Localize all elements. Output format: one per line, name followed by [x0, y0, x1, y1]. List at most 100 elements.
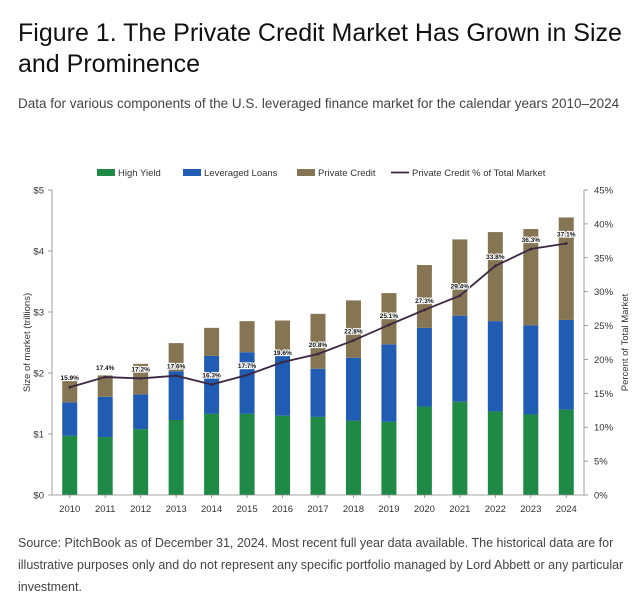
bar-private-credit-2019: [381, 293, 397, 345]
x-tick-label: 2019: [378, 504, 399, 515]
line-point-2018: [352, 339, 355, 342]
legend-label-3: Private Credit: [318, 168, 376, 179]
data-label-2018: 22.8%: [344, 328, 363, 335]
x-tick-label: 2023: [520, 504, 541, 515]
y-tick-label: $2: [33, 369, 44, 380]
y2-tick-label: 30%: [594, 287, 614, 298]
bar-high-yield-2024: [558, 409, 574, 495]
chart: High Yield Leveraged Loans Private Credit P…: [22, 168, 631, 515]
y2-tick-label: 25%: [594, 321, 614, 332]
x-tick-label: 2012: [130, 504, 151, 515]
bar-leveraged-loans-2021: [452, 315, 468, 402]
bar-leveraged-loans-2020: [416, 327, 432, 407]
x-tick-label: 2014: [201, 504, 222, 515]
bar-leveraged-loans-2018: [345, 357, 361, 421]
data-label-2016: 19.6%: [273, 350, 292, 357]
x-tick-label: 2022: [485, 504, 506, 515]
bar-private-credit-2015: [239, 321, 255, 353]
legend-label-1: High Yield: [118, 168, 161, 179]
line-point-2015: [245, 373, 249, 377]
bar-private-credit-2010: [62, 376, 78, 403]
line-point-2014: [210, 383, 214, 386]
x-tick-label: 2020: [414, 504, 435, 515]
bar-high-yield-2013: [168, 419, 184, 495]
bar-private-credit-2024: [558, 217, 574, 320]
bar-high-yield-2023: [523, 414, 539, 495]
line-point-2023: [529, 247, 533, 251]
line-point-2022: [493, 264, 497, 268]
legend-label-line: Private Credit % of Total Market: [412, 168, 546, 179]
x-tick-label: 2018: [343, 504, 364, 515]
bar-private-credit-2023: [523, 229, 539, 326]
data-label-2024: 37.1%: [557, 232, 576, 239]
x-tick-label: 2011: [95, 504, 115, 515]
x-tick-label: 2017: [307, 504, 328, 515]
line-point-2012: [139, 377, 143, 380]
data-label-2023: 36.3%: [522, 237, 541, 244]
y2-axis-label: Percent of Total Market: [620, 293, 631, 391]
y-axis-label: Size of market (trillions): [22, 293, 33, 392]
line-point-2019: [387, 323, 391, 327]
line-point-2010: [68, 385, 72, 389]
y-tick-label: $3: [33, 308, 44, 319]
bar-high-yield-2018: [345, 420, 361, 495]
bar-high-yield-2016: [275, 415, 291, 495]
x-axis: 2010 2011 2012 2013 2014 2015 2016 2017 2018 2019…: [52, 494, 584, 515]
bar-high-yield-2011: [97, 437, 113, 495]
line-point-2016: [281, 360, 284, 364]
y-tick-label: $0: [33, 491, 44, 502]
source-note: Source: PitchBook as of December 31, 202…: [18, 536, 624, 594]
line-point-2017: [316, 352, 320, 356]
bar-leveraged-loans-2016: [275, 355, 291, 416]
bar-high-yield-2022: [487, 411, 503, 495]
data-label-2015: 17.7%: [238, 363, 257, 370]
y2-tick-label: 0%: [594, 491, 608, 502]
line-point-2013: [174, 374, 178, 378]
y2-tick-label: 5%: [594, 457, 608, 468]
data-label-2017: 20.8%: [309, 342, 328, 349]
legend: High Yield Leveraged Loans Private Credit P…: [97, 168, 546, 179]
y-axis-right: 0% 5% 10% 15% 20% 25% 30% 35% 40% 45% Percent of T…: [583, 186, 631, 502]
line-layer: 15.9% 17.4% 17.2% 17.6% 16.3% 17.7% 19.6% 20.8%…: [59, 230, 577, 389]
bar-high-yield-2019: [381, 421, 397, 495]
legend-label-2: Leveraged Loans: [204, 168, 278, 179]
legend-swatch-3: [297, 169, 315, 176]
data-label-2019: 25.1%: [380, 313, 399, 320]
bar-leveraged-loans-2010: [62, 402, 78, 436]
bar-high-yield-2012: [133, 429, 149, 495]
y-tick-label: $5: [33, 186, 44, 197]
bar-leveraged-loans-2017: [310, 368, 326, 417]
line-point-2020: [423, 308, 426, 312]
bars: [62, 217, 574, 495]
bar-leveraged-loans-2019: [381, 344, 397, 422]
data-label-2020: 27.3%: [415, 298, 434, 305]
chart-subtitle: Data for various components of the U.S. …: [18, 96, 620, 111]
bar-high-yield-2015: [239, 413, 255, 495]
y-tick-label: $4: [33, 247, 44, 258]
bar-private-credit-2013: [168, 343, 184, 372]
line-point-2011: [103, 375, 107, 379]
bar-private-credit-2021: [452, 239, 468, 316]
line-point-2024: [564, 242, 568, 245]
chart-title: Figure 1. The Private Credit Market Has …: [18, 19, 622, 78]
bar-leveraged-loans-2012: [133, 394, 149, 430]
bar-private-credit-2020: [416, 265, 432, 328]
data-label-2022: 33.8%: [486, 254, 505, 261]
bar-high-yield-2014: [204, 413, 220, 495]
data-label-2011: 17.4%: [96, 365, 115, 372]
bar-private-credit-2011: [97, 375, 113, 397]
x-tick-label: 2016: [272, 504, 293, 515]
y-axis-left: $0 $1 $2 $3 $4 $5 Size of market (trillions): [22, 186, 53, 502]
bar-leveraged-loans-2011: [97, 396, 113, 438]
x-tick-label: 2010: [59, 504, 80, 515]
legend-swatch-1: [97, 169, 115, 176]
x-tick-label: 2024: [556, 504, 577, 515]
bar-private-credit-2018: [345, 300, 361, 358]
bar-leveraged-loans-2022: [487, 321, 503, 412]
x-tick-label: 2015: [236, 504, 257, 515]
y-tick-label: $1: [33, 430, 44, 441]
y2-tick-label: 40%: [594, 219, 614, 230]
bar-leveraged-loans-2024: [558, 319, 574, 410]
legend-swatch-2: [183, 169, 201, 176]
bar-leveraged-loans-2015: [239, 352, 255, 414]
